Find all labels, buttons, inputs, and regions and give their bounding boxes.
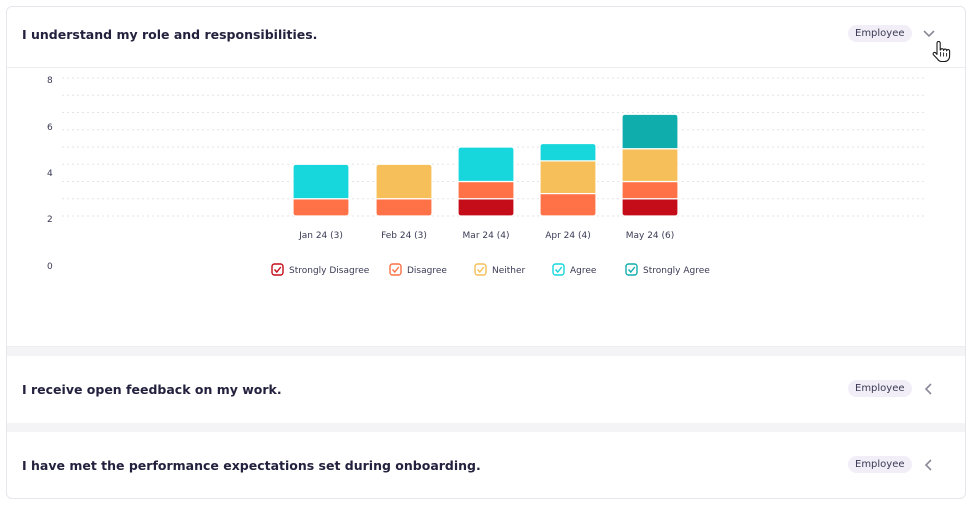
legend-checkbox[interactable] bbox=[625, 263, 638, 276]
divider bbox=[7, 346, 965, 347]
bar-segment-disagree[interactable] bbox=[375, 198, 433, 217]
bar-segment-agree[interactable] bbox=[539, 142, 597, 162]
check-icon bbox=[476, 266, 485, 274]
responses-stacked-bar-chart: 0 2 4 6 8 Jan 24 (3) Feb 24 (3) Mar 24 (4) Apr … bbox=[47, 76, 927, 276]
check-icon bbox=[273, 266, 282, 274]
chevron-down-icon[interactable] bbox=[921, 26, 937, 42]
bar-segment-disagree[interactable] bbox=[457, 180, 515, 200]
chevron-left-icon[interactable] bbox=[921, 457, 937, 473]
x-tick-label: May 24 (6) bbox=[626, 231, 675, 241]
question-title: I have met the performance expectations … bbox=[22, 458, 481, 473]
question-title: I receive open feedback on my work. bbox=[22, 382, 282, 397]
legend-label: Strongly Agree bbox=[643, 266, 710, 276]
section-separator bbox=[7, 347, 965, 356]
bar-segment-strongly-disagree[interactable] bbox=[621, 198, 679, 217]
employee-badge: Employee bbox=[848, 456, 912, 473]
legend-label: Neither bbox=[492, 266, 526, 276]
x-tick-label: Jan 24 (3) bbox=[298, 231, 343, 241]
y-tick-label: 4 bbox=[47, 169, 53, 179]
bar-segment-neither[interactable] bbox=[375, 163, 433, 200]
x-tick-label: Mar 24 (4) bbox=[463, 231, 510, 241]
chevron-left-icon[interactable] bbox=[921, 381, 937, 397]
bar-segment-disagree[interactable] bbox=[539, 192, 597, 217]
bar-segment-disagree[interactable] bbox=[292, 198, 350, 217]
x-axis-ticks: Jan 24 (3) Feb 24 (3) Mar 24 (4) Apr 24 (4)… bbox=[298, 231, 674, 241]
x-tick-label: Apr 24 (4) bbox=[545, 231, 591, 241]
legend-label: Disagree bbox=[407, 266, 447, 276]
legend-label: Agree bbox=[570, 266, 597, 276]
legend-checkbox[interactable] bbox=[389, 263, 402, 276]
question-row-3[interactable]: I have met the performance expectations … bbox=[7, 438, 965, 494]
legend-item-disagree[interactable]: Disagree bbox=[389, 263, 447, 276]
check-icon bbox=[554, 266, 563, 274]
legend-checkbox[interactable] bbox=[552, 263, 565, 276]
x-tick-label: Feb 24 (3) bbox=[381, 231, 427, 241]
legend-item-strongly-agree[interactable]: Strongly Agree bbox=[625, 263, 710, 276]
chart-bars bbox=[292, 113, 679, 217]
legend-checkbox[interactable] bbox=[474, 263, 487, 276]
question-row-2[interactable]: I receive open feedback on my work. Empl… bbox=[7, 362, 965, 418]
check-icon bbox=[627, 266, 636, 274]
y-tick-label: 8 bbox=[47, 76, 53, 86]
employee-badge: Employee bbox=[848, 25, 912, 42]
y-tick-label: 6 bbox=[47, 123, 53, 133]
chart-grid bbox=[62, 77, 927, 217]
y-tick-label: 2 bbox=[47, 215, 53, 225]
question-row-1[interactable]: I understand my role and responsibilitie… bbox=[7, 7, 965, 63]
bar-segment-neither[interactable] bbox=[621, 148, 679, 183]
hand-pointer-cursor-icon bbox=[932, 41, 951, 63]
y-tick-label: 0 bbox=[47, 262, 53, 272]
bar-segment-strongly-disagree[interactable] bbox=[457, 198, 515, 217]
bar-segment-neither[interactable] bbox=[539, 160, 597, 195]
employee-badge: Employee bbox=[848, 380, 912, 397]
chart-legend[interactable]: Strongly Disagree Disagree Neither Agree Str… bbox=[271, 263, 710, 276]
question-title: I understand my role and responsibilitie… bbox=[22, 27, 318, 42]
bar-segment-agree[interactable] bbox=[292, 163, 350, 200]
divider bbox=[7, 67, 965, 68]
section-separator bbox=[7, 423, 965, 432]
y-axis-ticks: 0 2 4 6 8 bbox=[47, 76, 53, 272]
bar-segment-disagree[interactable] bbox=[621, 180, 679, 200]
bar-segment-agree[interactable] bbox=[457, 146, 515, 183]
legend-checkbox[interactable] bbox=[271, 263, 284, 276]
legend-item-agree[interactable]: Agree bbox=[552, 263, 597, 276]
legend-label: Strongly Disagree bbox=[289, 266, 370, 276]
questions-card: I understand my role and responsibilitie… bbox=[6, 6, 966, 499]
check-icon bbox=[391, 266, 400, 274]
legend-item-strongly-disagree[interactable]: Strongly Disagree bbox=[271, 263, 370, 276]
bar-segment-strongly-agree[interactable] bbox=[621, 113, 679, 150]
legend-item-neither[interactable]: Neither bbox=[474, 263, 526, 276]
